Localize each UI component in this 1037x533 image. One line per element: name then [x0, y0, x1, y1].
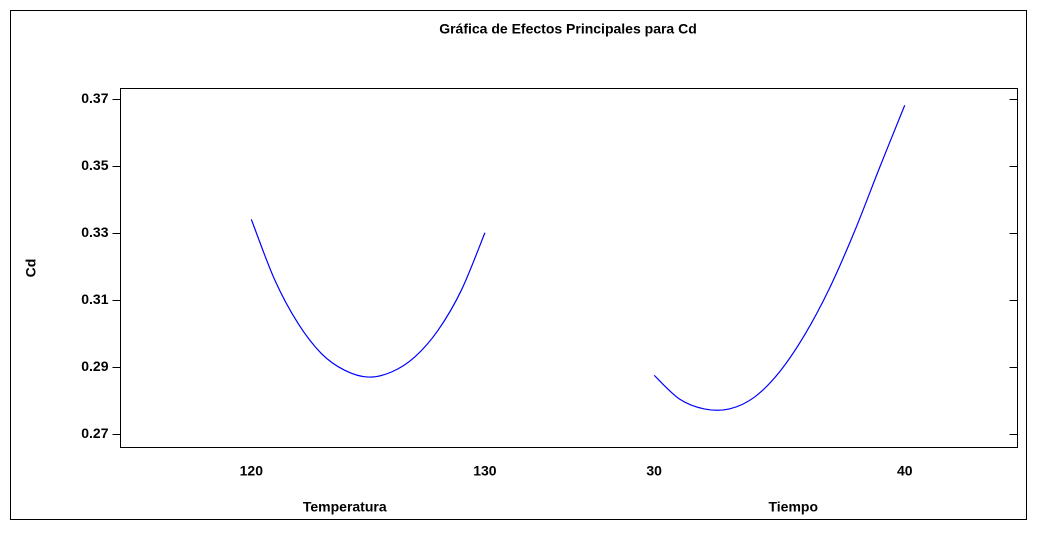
- x-tick-label: 40: [897, 463, 913, 479]
- effect-line: [653, 105, 906, 411]
- effect-line: [250, 219, 486, 378]
- y-axis-label: Cd: [23, 259, 39, 278]
- y-tick-label: 0.33: [81, 224, 108, 240]
- plot-frame: [120, 88, 1018, 448]
- y-tick-label: 0.31: [81, 291, 108, 307]
- y-tick-label: 0.37: [81, 90, 108, 106]
- x-tick-label: 130: [473, 463, 497, 479]
- chart-title: Gráfica de Efectos Principales para Cd: [439, 21, 697, 37]
- y-tick-label: 0.35: [81, 157, 108, 173]
- x-tick-label: 30: [646, 463, 662, 479]
- x-axis-label: Temperatura: [303, 499, 387, 515]
- outer-frame: [10, 10, 1027, 520]
- y-tick-label: 0.27: [81, 425, 108, 441]
- y-tick-label: 0.29: [81, 358, 108, 374]
- x-tick-label: 120: [240, 463, 264, 479]
- x-axis-label: Tiempo: [768, 499, 818, 515]
